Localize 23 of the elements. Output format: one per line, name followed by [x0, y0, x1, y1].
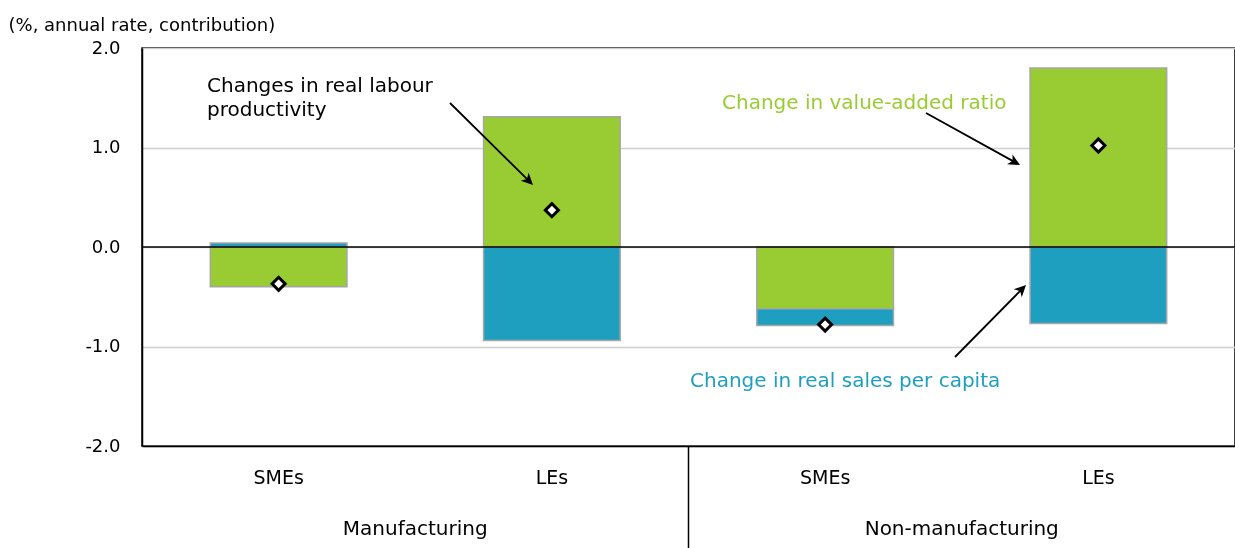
- bar: [1029, 246, 1168, 325]
- text: Manufacturing: [341, 516, 489, 540]
- y-tick-label: 1.0: [91, 136, 121, 157]
- point: [1090, 137, 1107, 154]
- text: Change in real sales per capita: [690, 368, 1001, 392]
- x-tick-label: LEs: [1082, 465, 1115, 488]
- bar: [482, 246, 621, 342]
- point: [817, 316, 834, 333]
- bar: [1029, 67, 1168, 248]
- bar: [209, 246, 348, 288]
- y-axis-title: (%, annual rate, contribution): [8, 13, 276, 35]
- y-tick-label: -1.0: [85, 335, 121, 356]
- point: [543, 202, 560, 219]
- text: Non-manufacturing: [863, 516, 1060, 540]
- x-tick-label: SMEs: [253, 465, 304, 488]
- series-label: Change in value-added ratio: [722, 90, 1007, 114]
- y-tick-label: -2.0: [85, 434, 121, 456]
- x-tick-label: SMEs: [799, 465, 851, 488]
- y-tick-label: 0.0: [91, 235, 121, 257]
- y-tick-label: 2.0: [91, 36, 121, 58]
- x-tick-label: LEs: [535, 465, 569, 488]
- text: Changes in real labour productivity: [207, 73, 434, 121]
- point: [270, 275, 287, 292]
